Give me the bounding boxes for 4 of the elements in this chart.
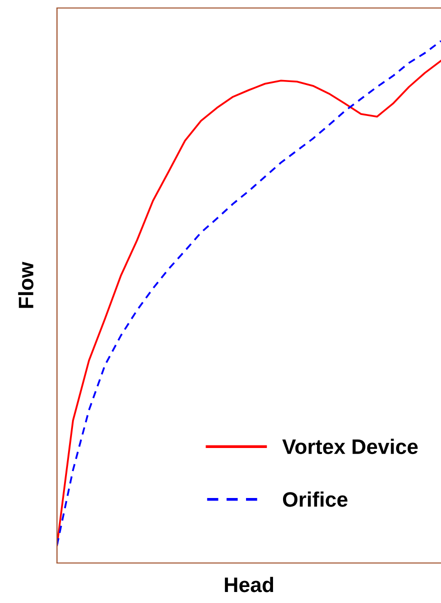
legend-label: Orifice (283, 492, 348, 507)
legend-label: Vortex Device (282, 438, 418, 454)
y-axis-title: Flow (18, 262, 34, 308)
x-axis-title: Head (224, 576, 274, 592)
